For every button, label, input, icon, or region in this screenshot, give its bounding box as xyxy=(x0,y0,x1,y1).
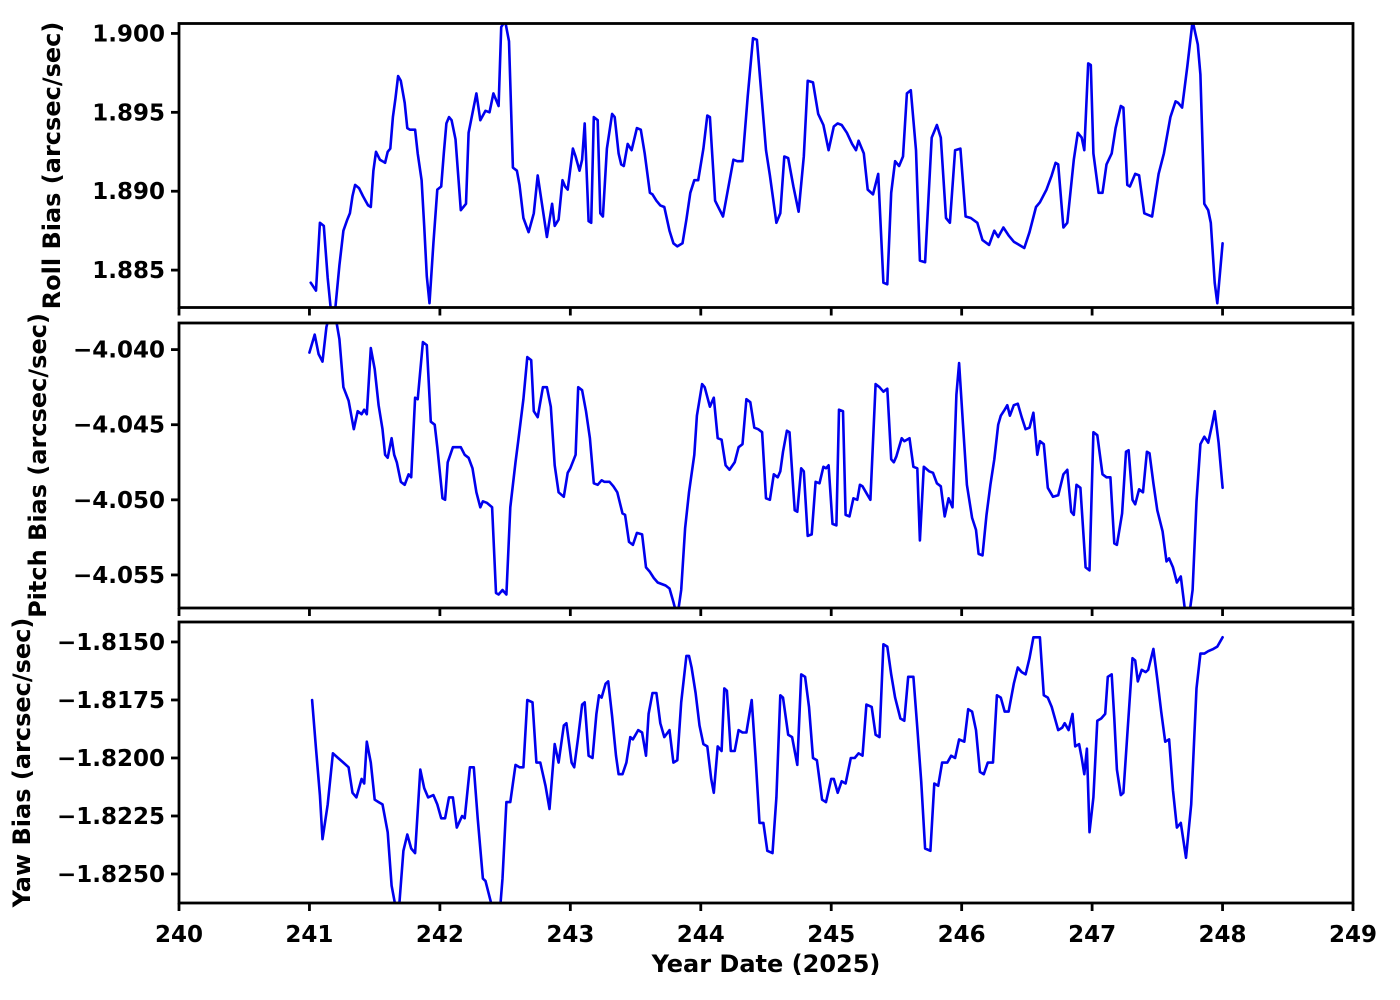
roll-bias-y-tick-label: 1.885 xyxy=(92,258,165,284)
x-tick-label: 240 xyxy=(155,922,203,948)
pitch-bias-y-tick-label: −4.040 xyxy=(73,338,165,364)
x-tick-label: 243 xyxy=(546,922,594,948)
x-tick-label: 247 xyxy=(1068,922,1116,948)
yaw-bias-subplot: −1.8250 −1.8225 −1.8200 −1.8175 −1.8150 240 24… xyxy=(57,620,1377,948)
roll-bias-y-tick-label: 1.895 xyxy=(92,100,165,126)
x-tick-label: 246 xyxy=(938,922,986,948)
roll-bias-y-tick-label: 1.900 xyxy=(92,21,165,47)
pitch-bias-y-tick-label: −4.055 xyxy=(73,563,165,589)
x-tick-label: 245 xyxy=(807,922,855,948)
x-axis-label: Year Date (2025) xyxy=(651,950,881,978)
roll-bias-line xyxy=(309,23,1224,308)
x-tick-label: 244 xyxy=(677,922,725,948)
x-tick-label: 249 xyxy=(1329,922,1377,948)
x-tick-label: 242 xyxy=(416,922,464,948)
yaw-bias-line xyxy=(310,635,1224,903)
roll-bias-frame xyxy=(177,22,1355,309)
pitch-bias-frame xyxy=(177,321,1355,610)
x-tick-label: 248 xyxy=(1199,922,1247,948)
yaw-bias-y-tick-label: −1.8250 xyxy=(57,862,165,888)
yaw-bias-y-tick-label: −1.8150 xyxy=(57,630,165,656)
subplots-group: 1.8851.8901.8951.900−4.055−4.050−4.045−4… xyxy=(57,21,1377,948)
pitch-bias-y-tick-label: −4.045 xyxy=(73,413,165,439)
roll-bias-subplot: 1.885 1.890 1.895 1.900 xyxy=(92,21,1355,316)
pitch-bias-y-tick-label: −4.050 xyxy=(73,488,165,514)
yaw-bias-y-tick-label: −1.8175 xyxy=(57,688,165,714)
pitch-bias-y-axis-label: Pitch Bias (arcsec/sec) xyxy=(24,313,52,618)
yaw-bias-y-tick-label: −1.8225 xyxy=(57,804,165,830)
pitch-bias-subplot: −4.055 −4.050 −4.045 −4.040 xyxy=(73,321,1355,616)
roll-bias-y-axis-label: Roll Bias (arcsec/sec) xyxy=(38,22,66,310)
yaw-bias-y-tick-label: −1.8200 xyxy=(57,746,165,772)
roll-bias-y-tick-label: 1.890 xyxy=(92,179,165,205)
pitch-bias-line xyxy=(308,323,1224,608)
yaw-bias-frame xyxy=(177,620,1355,905)
x-tick-label: 241 xyxy=(285,922,333,948)
yaw-bias-y-axis-label: Yaw Bias (arcsec/sec) xyxy=(8,618,36,909)
